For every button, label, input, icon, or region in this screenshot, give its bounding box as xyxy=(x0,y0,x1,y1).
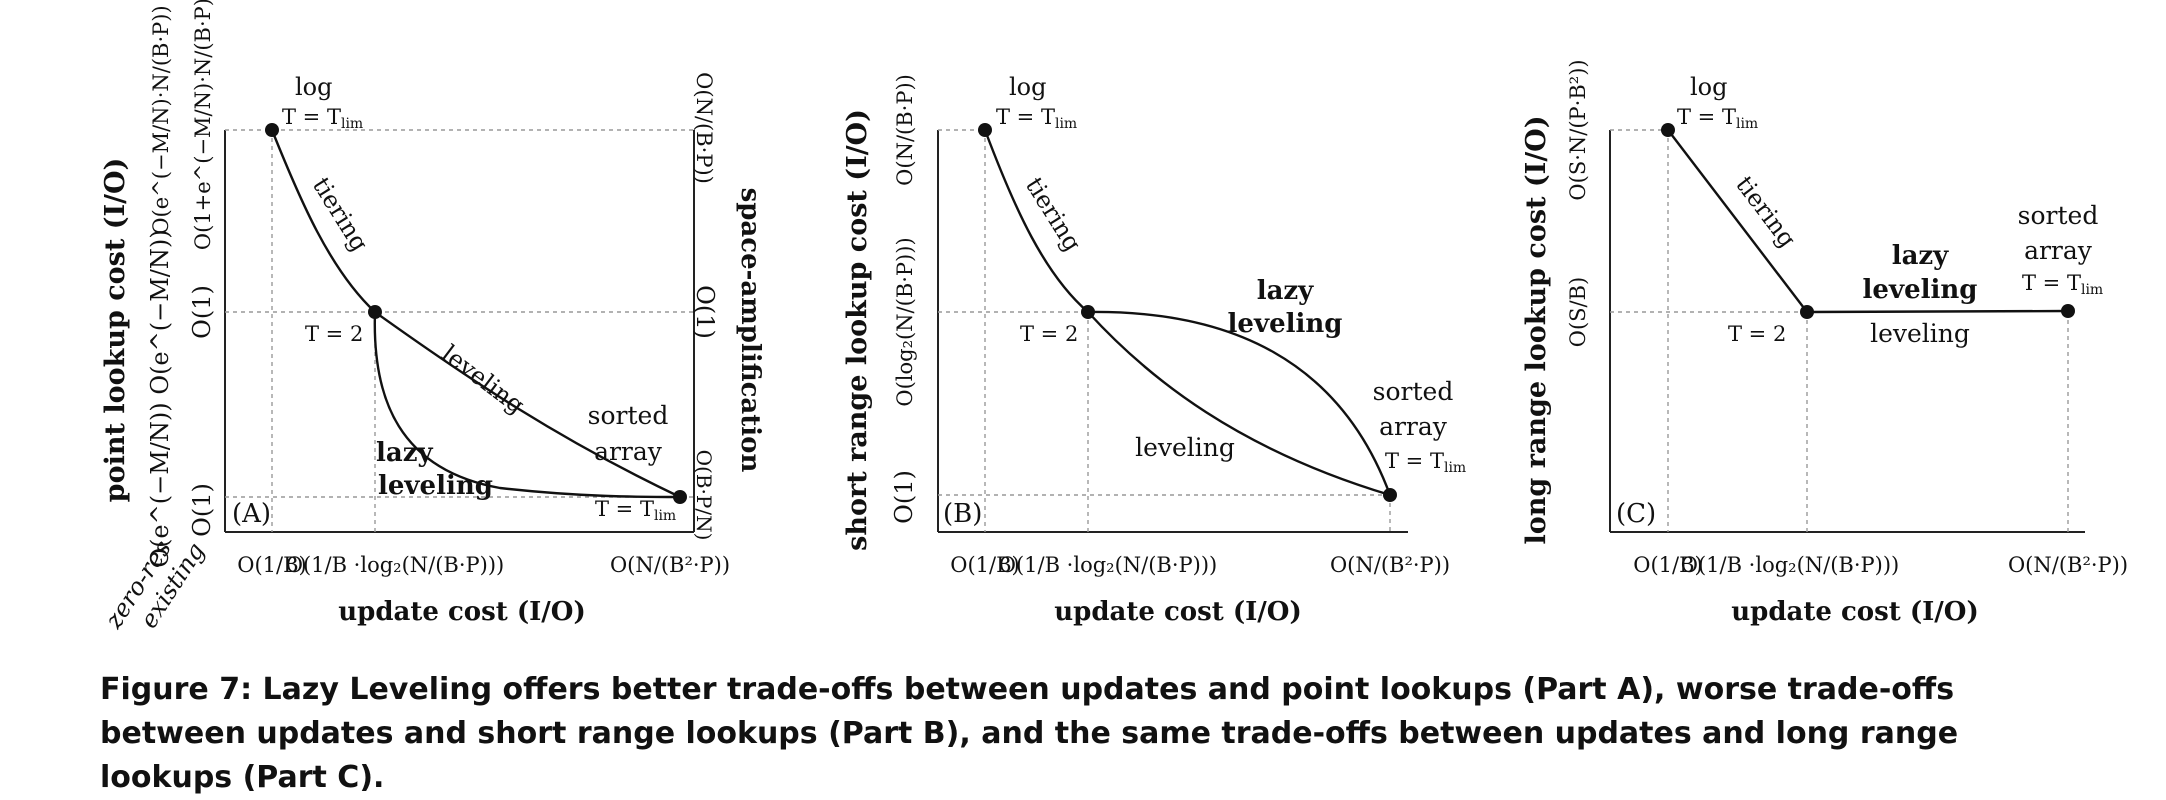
lazy-leveling-curve xyxy=(373,311,681,499)
label-leveling: leveling xyxy=(1135,433,1235,462)
tiering-curve xyxy=(983,129,1089,313)
panel-a-xtick-1: O(1/B) xyxy=(237,553,306,577)
panel-a-right-tick-mid: O(1) xyxy=(691,285,719,339)
label-t-lim-sub: lim xyxy=(1736,116,1758,132)
label-t-lim-bottom-sub: lim xyxy=(654,508,676,524)
sorted-array-point xyxy=(673,490,687,504)
panel-a-right-tick-bottom: O(B·P/N) xyxy=(692,450,716,541)
label-lazy-leveling: leveling xyxy=(1863,275,1978,305)
sorted-array-point xyxy=(2061,304,2075,318)
leveling-curve xyxy=(1806,309,2069,314)
tiering-curve xyxy=(270,129,376,313)
label-t2: T = 2 xyxy=(305,322,363,346)
lazy-leveling-curve xyxy=(1087,310,1392,496)
log-point xyxy=(978,123,992,137)
panel-tag-a: (A) xyxy=(232,499,271,529)
panel-b-ytick-bottom: O(1) xyxy=(890,470,918,524)
label-t-lim-right: T = Tlim xyxy=(2022,271,2103,298)
panel-b-xlabel: update cost (I/O) xyxy=(1054,597,1302,627)
panel-b-xtick-1: O(1/B) xyxy=(950,553,1019,577)
tiering-curve xyxy=(1667,129,1808,313)
label-leveling: leveling xyxy=(436,339,529,419)
label-array: array xyxy=(1379,412,1448,441)
label-sorted: sorted xyxy=(1373,377,1454,406)
leveling-curve xyxy=(1087,311,1391,497)
label-t-lim-sub: lim xyxy=(341,116,363,132)
label-t2: T = 2 xyxy=(1020,322,1078,346)
label-t-lim-right-text: T = T xyxy=(2022,271,2081,295)
label-array: array xyxy=(594,437,663,466)
panel-a: log T = Tlim T = 2 tiering leveling lazy… xyxy=(99,0,765,634)
panel-a-ytick-zero-res-bottom: O(e^(−M/N)) xyxy=(146,402,174,567)
label-lazy-leveling: leveling xyxy=(378,471,493,501)
label-t-lim-bottom: T = Tlim xyxy=(1385,449,1466,476)
label-leveling: leveling xyxy=(1870,319,1970,348)
panel-c-ytick-mid: O(S/B) xyxy=(1566,277,1590,348)
label-t-lim: T = Tlim xyxy=(996,105,1077,132)
panel-a-right-tick-top: O(N/(B·P)) xyxy=(692,72,716,184)
leveling-curve xyxy=(374,311,681,499)
panel-c-xtick-3: O(N/(B²·P)) xyxy=(2008,553,2128,577)
panel-tag-b: (B) xyxy=(943,499,982,529)
log-point xyxy=(1661,123,1675,137)
panel-c: log T = Tlim T = 2 tiering lazy leveling… xyxy=(1521,59,2128,627)
label-log: log xyxy=(1009,73,1047,101)
panel-a-xtick-3: O(N/(B²·P)) xyxy=(610,553,730,577)
label-tiering: tiering xyxy=(1020,172,1087,256)
panel-a-ylabel: point lookup cost (I/O) xyxy=(100,158,131,503)
label-sorted: sorted xyxy=(2018,201,2099,230)
sorted-array-point xyxy=(1383,488,1397,502)
t2-point xyxy=(1800,305,1814,319)
label-t-lim-bottom: T = Tlim xyxy=(595,497,676,524)
panel-a-ytick-zero-res-mid: O(e^(−M/N)) xyxy=(146,229,174,394)
label-t-lim-text: T = T xyxy=(282,105,341,129)
label-t-lim-text: T = T xyxy=(1677,105,1736,129)
t2-point xyxy=(1081,305,1095,319)
panel-c-ylabel: long range lookup cost (I/O) xyxy=(1521,116,1552,545)
panel-a-xlabel: update cost (I/O) xyxy=(338,597,586,627)
label-t-lim-text: T = T xyxy=(996,105,1055,129)
panel-b-ylabel: short range lookup cost (I/O) xyxy=(842,109,873,551)
label-log: log xyxy=(295,73,333,101)
label-t-lim-bottom-text: T = T xyxy=(1385,449,1444,473)
label-t-lim-bottom-sub: lim xyxy=(1444,460,1466,476)
t2-point xyxy=(368,305,382,319)
panel-c-xtick-2: O(1/B ·log₂(N/(B·P))) xyxy=(1681,553,1900,577)
label-t-lim: T = Tlim xyxy=(1677,105,1758,132)
label-lazy: lazy xyxy=(1892,241,1949,271)
panel-c-xlabel: update cost (I/O) xyxy=(1731,597,1979,627)
label-t-lim: T = Tlim xyxy=(282,105,363,132)
panel-a-ytick-existing-mid: O(1) xyxy=(188,285,216,339)
panel-b: log T = Tlim T = 2 tiering lazy leveling… xyxy=(842,73,1466,627)
panel-b-xtick-3: O(N/(B²·P)) xyxy=(1330,553,1450,577)
label-lazy-leveling: leveling xyxy=(1228,309,1343,339)
panel-c-xtick-1: O(1/B) xyxy=(1633,553,1702,577)
label-lazy: lazy xyxy=(376,438,433,468)
panel-a-ytick-existing-bottom: O(1) xyxy=(188,483,216,537)
panel-b-ytick-top: O(N/(B·P)) xyxy=(893,74,917,186)
label-t-lim-right-sub: lim xyxy=(2081,282,2103,298)
panel-c-ytick-top: O(S·N/(P·B²)) xyxy=(1566,59,1590,200)
label-lazy: lazy xyxy=(1257,276,1314,306)
label-sorted: sorted xyxy=(588,401,669,430)
panel-a-xtick-2: O(1/B ·log₂(N/(B·P))) xyxy=(286,553,505,577)
panel-tag-c: (C) xyxy=(1616,499,1656,529)
panel-a-ytick-existing-top: O(1+e^(−M/N)·N/(B·P)) xyxy=(191,0,215,250)
label-array: array xyxy=(2024,236,2093,265)
panel-b-ytick-mid: O(log₂(N/(B·P))) xyxy=(893,237,917,406)
panel-a-ytick-zero-res-top: O(e^(−M/N)·N/(B·P)) xyxy=(149,5,173,234)
label-tiering: tiering xyxy=(1730,171,1801,253)
log-point xyxy=(265,123,279,137)
label-t-lim-sub: lim xyxy=(1055,116,1077,132)
figure-7: log T = Tlim T = 2 tiering leveling lazy… xyxy=(99,0,2128,634)
label-t2: T = 2 xyxy=(1728,322,1786,346)
panel-a-right-label: space-amplification xyxy=(735,188,765,473)
label-log: log xyxy=(1690,73,1728,101)
label-tiering: tiering xyxy=(307,172,374,256)
panel-b-xtick-2: O(1/B ·log₂(N/(B·P))) xyxy=(999,553,1218,577)
label-t-lim-bottom-text: T = T xyxy=(595,497,654,521)
figure-caption: Figure 7: Lazy Leveling offers better tr… xyxy=(100,672,1959,795)
